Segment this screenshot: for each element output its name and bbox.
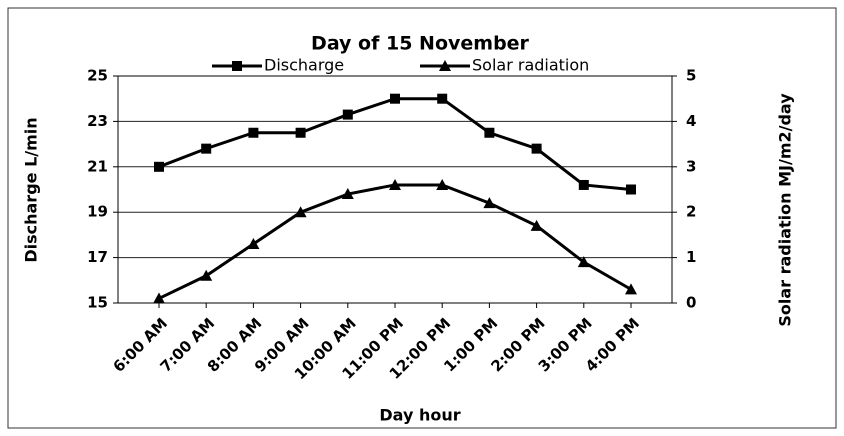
chart-title: Day of 15 November — [311, 33, 530, 55]
y2-tick-label: 3 — [686, 157, 696, 175]
marker — [437, 93, 448, 104]
y2-tick-label: 0 — [686, 294, 696, 312]
marker — [201, 143, 212, 154]
marker — [436, 178, 449, 190]
marker — [626, 184, 636, 195]
marker — [578, 179, 589, 190]
marker — [530, 219, 543, 231]
y-axis-label: Discharge L/min — [22, 117, 41, 262]
y-tick-label: 21 — [87, 157, 108, 175]
y-tick-label: 25 — [87, 67, 108, 85]
x-axis-label: Day hour — [379, 406, 460, 425]
marker — [154, 161, 164, 172]
chart-frame — [7, 7, 837, 429]
marker — [295, 127, 306, 138]
marker — [439, 60, 451, 71]
marker — [342, 109, 353, 120]
marker — [390, 93, 400, 104]
marker — [341, 188, 354, 200]
marker — [232, 61, 242, 71]
marker — [577, 256, 590, 268]
marker — [484, 127, 495, 138]
marker — [200, 269, 213, 281]
legend-label: Discharge — [264, 56, 344, 75]
y-tick-label: 23 — [87, 112, 108, 130]
y2-axis-label: Solar radiation MJ/m2/day — [776, 93, 795, 327]
marker — [389, 178, 401, 190]
marker — [153, 292, 165, 304]
y-tick-label: 15 — [87, 294, 108, 312]
marker — [294, 206, 307, 218]
y2-tick-label: 2 — [686, 203, 696, 221]
y-tick-label: 17 — [87, 248, 108, 266]
marker — [531, 143, 542, 154]
y2-tick-label: 1 — [686, 248, 696, 266]
marker — [248, 127, 259, 138]
marker — [483, 197, 496, 209]
y2-tick-label: 5 — [686, 67, 696, 85]
marker — [625, 283, 637, 295]
y-tick-label: 19 — [87, 203, 108, 221]
legend-label: Solar radiation — [472, 56, 589, 75]
y2-tick-label: 4 — [686, 112, 696, 130]
marker — [247, 237, 260, 249]
